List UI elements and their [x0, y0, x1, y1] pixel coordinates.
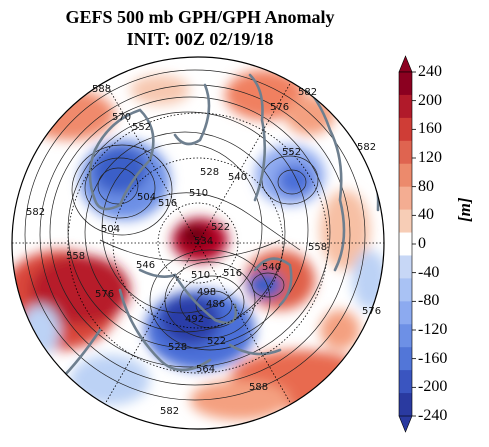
colorbar-tick-label: -40	[418, 263, 440, 281]
contour-label: 492	[185, 314, 204, 325]
init-time-subtitle: INIT: 00Z 02/19/18	[126, 29, 274, 49]
contour-label: 504	[101, 224, 120, 235]
colorbar-segment	[399, 140, 412, 165]
contour-label: 582	[26, 207, 45, 218]
contour-label: 504	[137, 192, 156, 203]
contour-label: 558	[308, 242, 327, 253]
colorbar-segment	[399, 393, 412, 417]
colorbar-segment	[399, 301, 412, 325]
colorbar-tick-label: 200	[418, 91, 442, 109]
contour-label: 570	[112, 112, 131, 123]
contour-label: 528	[168, 342, 187, 353]
colorbar-segment	[399, 232, 412, 256]
contour-label: 540	[228, 172, 247, 183]
contour-label: 588	[92, 84, 111, 95]
colorbar-max-arrow	[398, 55, 413, 73]
contour-label: 582	[357, 142, 376, 153]
colorbar-tick-label: 240	[418, 63, 442, 80]
colorbar-tick-label: 120	[418, 149, 442, 166]
colorbar-segment	[399, 209, 412, 234]
colorbar-tick-label: -160	[418, 349, 448, 367]
contour-label: 564	[196, 364, 215, 375]
colorbar-segment	[399, 94, 412, 119]
contour-label: 588	[249, 382, 268, 393]
contour-label: 546	[136, 260, 155, 271]
contour-label: 576	[95, 289, 114, 300]
contour-label: 576	[362, 306, 381, 317]
colorbar	[398, 55, 416, 433]
colorbar-units-label: [m]	[455, 197, 474, 222]
contour-label: 522	[211, 222, 230, 233]
colorbar-segment	[399, 370, 412, 394]
contour-label: 582	[298, 87, 317, 98]
map-boundary	[11, 56, 385, 430]
colorbar-segment	[399, 186, 412, 211]
contour-labels: 588 570 552 576 582 552 582 528 540 504 …	[26, 84, 381, 417]
colorbar-tick-label: 80	[418, 177, 434, 195]
colorbar-segment	[399, 163, 412, 188]
colorbar-segment	[399, 255, 412, 279]
colorbar-min-arrow	[398, 415, 413, 433]
contour-label: 510	[191, 270, 210, 281]
graticule	[12, 81, 384, 405]
contour-label: 582	[160, 406, 179, 417]
colorbar-tick-label: -120	[418, 321, 448, 338]
contour-label: 540	[262, 262, 281, 273]
colorbar-segment	[399, 324, 412, 348]
colorbar-segment	[399, 117, 412, 142]
contour-label: 516	[223, 268, 242, 279]
contour-label: 534	[194, 236, 213, 247]
contour-label: 516	[158, 198, 177, 209]
contour-label: 498	[197, 287, 216, 298]
contour-label: 552	[282, 147, 301, 158]
colorbar-segment	[399, 278, 412, 302]
contour-label: 552	[132, 122, 151, 133]
contour-label: 558	[66, 251, 85, 262]
colorbar-tick-label: -80	[418, 292, 440, 310]
colorbar-tick-label: 40	[418, 206, 434, 224]
colorbar-segment	[399, 72, 412, 96]
contour-label: 486	[206, 299, 225, 310]
contour-label: 576	[270, 102, 289, 113]
map-title: GEFS 500 mb GPH/GPH Anomaly	[65, 7, 335, 27]
colorbar-tick-label: -240	[418, 407, 448, 424]
colorbar-tick-label: 0	[418, 235, 426, 252]
height-contours	[24, 69, 366, 401]
contour-label: 528	[200, 167, 219, 178]
contour-label: 510	[189, 188, 208, 199]
colorbar-segment	[399, 347, 412, 371]
contour-label: 522	[207, 336, 226, 347]
colorbar-tick-label: -200	[418, 378, 448, 396]
colorbar-tick-label: 160	[418, 120, 442, 138]
